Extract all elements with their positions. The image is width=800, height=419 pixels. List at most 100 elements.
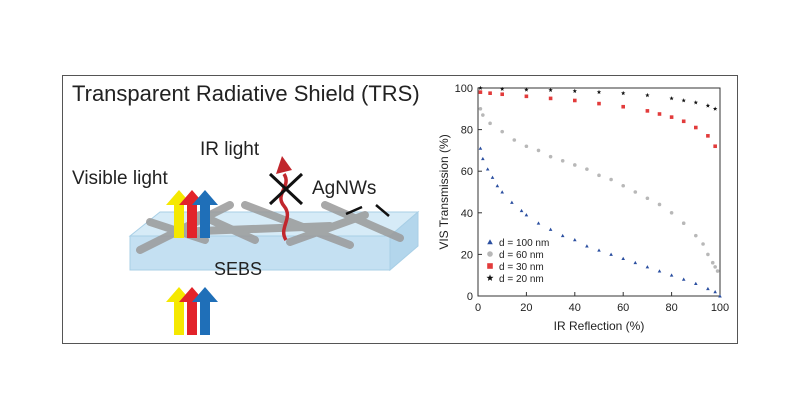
data-point-series-1 (548, 154, 553, 159)
blue-arrow-icon (192, 190, 218, 238)
data-point-series-2 (548, 96, 553, 101)
data-point-series-3 (621, 90, 626, 96)
data-point-series-0 (706, 286, 710, 291)
legend-label: d = 100 nm (499, 238, 549, 249)
data-point-series-3 (596, 89, 602, 95)
y-axis-label: VIS Transmission (%) (437, 134, 451, 249)
y-tick-label: 60 (461, 166, 473, 178)
agnw-pointer-lines (345, 204, 390, 217)
data-point-series-1 (710, 260, 715, 265)
x-tick-label: 40 (569, 302, 581, 314)
data-point-series-2 (657, 112, 662, 116)
data-point-series-2 (713, 144, 717, 149)
sebs-substrate-side (389, 210, 419, 272)
y-tick-label: 100 (455, 83, 473, 95)
blue-arrow-icon (192, 287, 218, 335)
ir-light-label: IR light (200, 139, 260, 160)
data-point-series-0 (669, 273, 674, 277)
data-point-series-1 (512, 138, 517, 142)
data-point-series-1 (713, 265, 717, 269)
diagram-title: Transparent Radiative Shield (TRS) (72, 81, 420, 106)
data-point-series-3 (681, 98, 686, 103)
data-point-series-0 (510, 200, 514, 204)
legend-marker-2 (487, 263, 493, 269)
data-point-series-1 (560, 159, 565, 163)
data-point-series-1 (701, 242, 705, 246)
data-point-series-0 (500, 190, 504, 194)
data-point-series-0 (536, 221, 541, 225)
data-point-series-0 (657, 269, 662, 273)
y-tick-label: 0 (467, 291, 473, 303)
agnws-label: AgNWs (312, 178, 377, 199)
data-point-series-1 (706, 252, 710, 257)
figure-frame (62, 75, 738, 344)
data-point-series-1 (488, 121, 492, 126)
data-point-series-2 (500, 92, 504, 97)
data-point-series-2 (681, 119, 686, 124)
data-point-series-0 (713, 290, 717, 294)
data-point-series-2 (621, 104, 625, 109)
data-point-series-1 (536, 148, 541, 153)
data-point-series-0 (609, 252, 613, 256)
data-point-series-0 (495, 183, 500, 188)
sebs-label: SEBS (214, 259, 263, 279)
data-point-series-1 (478, 107, 483, 111)
data-point-series-1 (597, 173, 601, 178)
data-point-series-3 (478, 85, 483, 90)
data-point-series-1 (669, 211, 674, 215)
data-point-series-0 (485, 167, 490, 171)
visible-light-arrows-bottom (166, 287, 218, 335)
x-tick-label: 0 (475, 302, 481, 314)
legend-label: d = 60 nm (499, 250, 544, 261)
data-point-series-2 (645, 109, 650, 113)
legend-marker-0 (487, 239, 493, 245)
data-point-series-3 (524, 87, 529, 92)
x-tick-label: 80 (665, 302, 677, 314)
data-point-series-3 (500, 86, 505, 91)
data-point-series-0 (633, 260, 638, 265)
data-point-series-3 (712, 106, 718, 111)
data-point-series-3 (669, 96, 674, 101)
data-point-series-2 (597, 101, 601, 106)
visible-light-arrows-top (166, 190, 218, 238)
data-point-series-0 (560, 233, 565, 238)
x-tick-label: 100 (711, 302, 729, 314)
data-point-series-1 (585, 167, 589, 171)
data-point-series-0 (573, 238, 577, 242)
data-point-series-2 (694, 125, 698, 130)
data-point-series-1 (715, 269, 720, 273)
data-point-series-0 (519, 208, 524, 213)
legend-marker-1 (487, 251, 493, 257)
visible-light-label: Visible light (72, 168, 168, 189)
data-point-series-1 (645, 196, 650, 201)
data-point-series-0 (621, 256, 625, 260)
x-tick-label: 20 (520, 302, 532, 314)
data-point-series-1 (694, 233, 698, 238)
data-point-series-0 (645, 265, 650, 269)
data-point-series-0 (681, 277, 686, 281)
data-point-series-1 (621, 183, 625, 188)
data-point-series-1 (633, 190, 638, 194)
data-point-series-1 (657, 202, 662, 207)
data-point-series-0 (524, 213, 529, 217)
data-point-series-2 (573, 98, 577, 103)
data-point-series-3 (705, 103, 711, 108)
y-tick-label: 80 (461, 125, 473, 137)
data-point-series-2 (669, 115, 674, 119)
data-point-series-3 (572, 88, 577, 93)
data-point-series-1 (681, 221, 686, 225)
data-point-series-3 (645, 92, 650, 98)
data-point-series-0 (490, 175, 495, 179)
data-point-series-1 (500, 129, 505, 134)
x-axis-label: IR Reflection (%) (554, 319, 645, 333)
legend-label: d = 30 nm (499, 262, 544, 273)
data-point-series-1 (524, 144, 529, 149)
data-point-series-0 (478, 146, 483, 150)
data-point-series-3 (548, 87, 553, 92)
data-point-series-0 (481, 156, 485, 161)
data-point-series-3 (693, 100, 698, 105)
data-point-series-2 (478, 90, 483, 94)
data-point-series-1 (573, 163, 577, 167)
